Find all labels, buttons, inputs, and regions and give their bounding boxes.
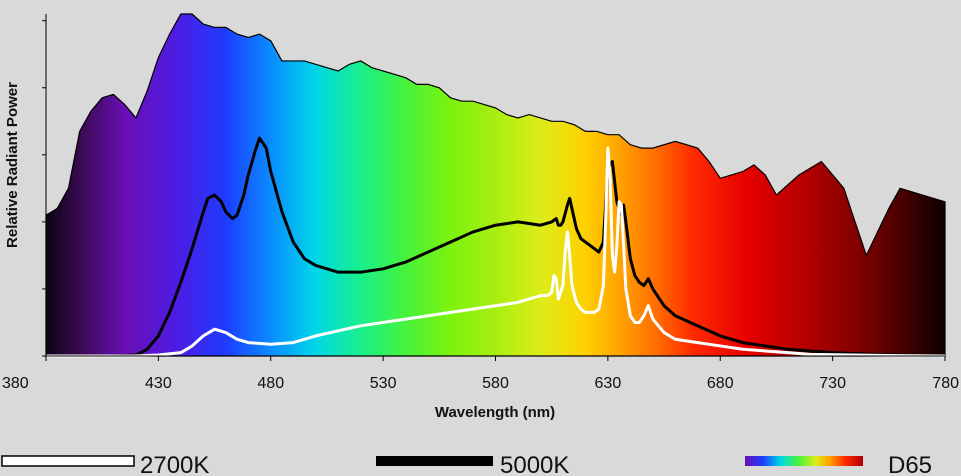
legend-item-5000k: 5000K	[376, 452, 569, 476]
legend-label-d65: D65	[888, 452, 932, 476]
series-d65-area	[45, 13, 946, 357]
series-2700k-line	[46, 146, 946, 358]
x-tick-label: 630	[595, 375, 622, 392]
x-tick-label: 680	[707, 375, 734, 392]
legend-item-d65: D65	[745, 452, 932, 476]
x-tick-label: 780	[932, 375, 959, 392]
legend-label-2700k: 2700K	[140, 452, 209, 476]
x-tick-label: 730	[819, 375, 846, 392]
x-axis-title: Wavelength (nm)	[435, 404, 555, 421]
legend-swatch-d65	[745, 456, 863, 466]
series-5000k-line	[46, 136, 946, 358]
x-tick-label: 530	[370, 375, 397, 392]
legend-label-5000k: 5000K	[500, 452, 569, 476]
legend-swatch-5000k	[376, 456, 493, 466]
legend: 2700K 5000K D65	[1, 452, 932, 476]
x-tick-label: 380	[2, 375, 29, 392]
y-axis-title: Relative Radiant Power	[4, 82, 21, 248]
legend-swatch-2700k	[1, 455, 135, 467]
x-tick-label: 480	[257, 375, 284, 392]
x-tick-label: 430	[145, 375, 172, 392]
legend-item-2700k: 2700K	[1, 452, 209, 476]
x-axis-ticks: 380 430 480 530 580 630 680 730 780	[2, 356, 959, 392]
x-tick-label: 580	[482, 375, 509, 392]
y-axis-ticks	[42, 20, 46, 357]
